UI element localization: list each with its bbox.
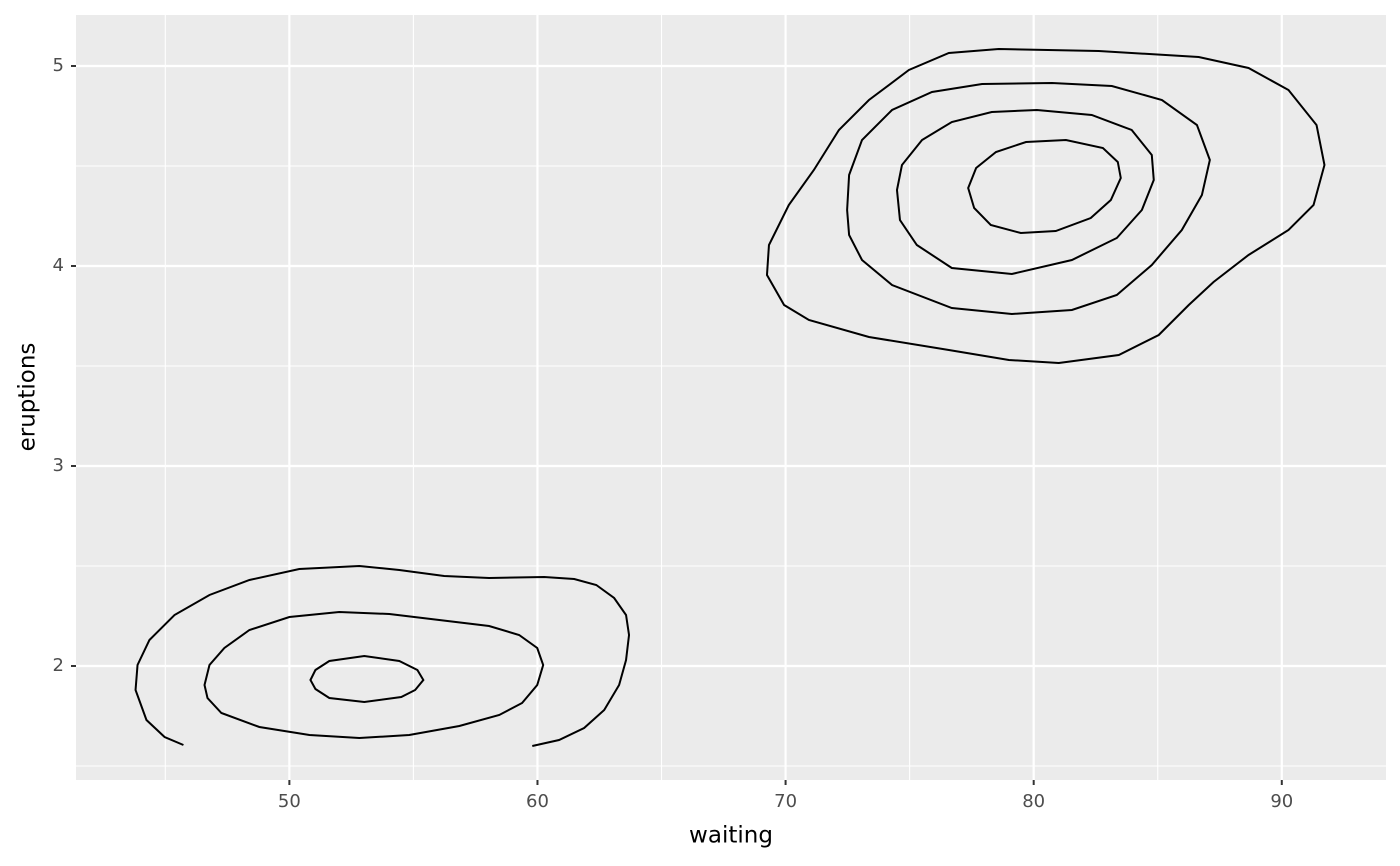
- x-tick-label: 70: [774, 791, 797, 812]
- contour-line: [203, 610, 545, 740]
- contour-line: [765, 47, 1326, 365]
- x-tick-label: 90: [1270, 791, 1293, 812]
- contour-line: [895, 108, 1155, 276]
- y-tick-label: 4: [53, 255, 64, 276]
- panel: [76, 15, 1386, 780]
- contour-line: [309, 654, 425, 704]
- contour-line: [846, 81, 1211, 316]
- contour-line: [967, 138, 1122, 235]
- x-tick-label: 50: [278, 791, 301, 812]
- y-tick-label: 2: [53, 655, 64, 676]
- y-tick-label: 5: [53, 55, 64, 76]
- y-axis-title: eruptions: [15, 343, 41, 452]
- x-tick-label: 80: [1022, 791, 1045, 812]
- y-tick-label: 3: [53, 455, 64, 476]
- x-tick-label: 60: [526, 791, 549, 812]
- contour-line: [134, 564, 631, 747]
- x-axis-title: waiting: [689, 823, 773, 849]
